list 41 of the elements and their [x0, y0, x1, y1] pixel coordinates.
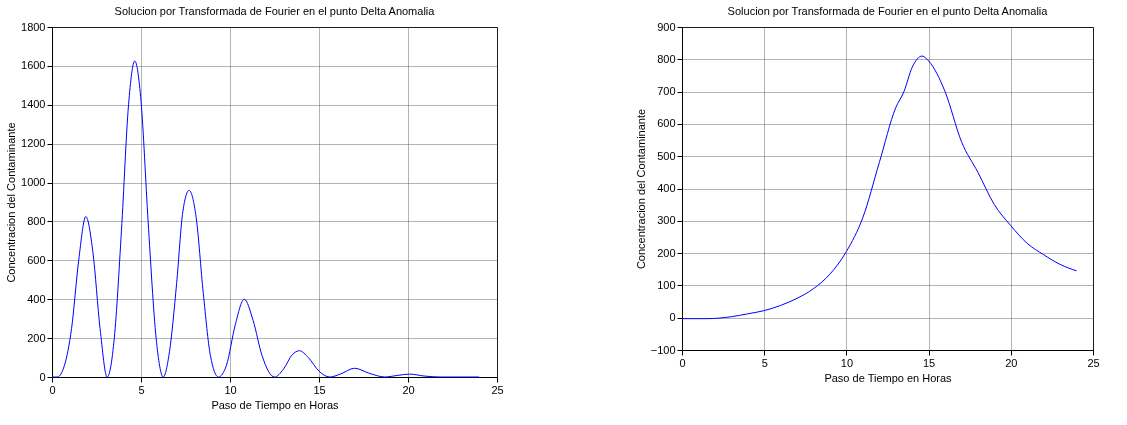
x-tick-label: 10: [224, 383, 237, 396]
x-tick-label: 15: [922, 356, 936, 369]
line-series: [681, 55, 1078, 320]
y-tick-label: 0: [39, 370, 46, 383]
y-tick-label: 100: [657, 278, 676, 291]
y-tick-label: 600: [657, 117, 676, 130]
y-axis-title: Concentracion del Contaminante: [5, 122, 18, 283]
x-tick-label: 20: [402, 383, 415, 396]
y-tick-label: 200: [27, 331, 46, 344]
y-tick-label: 200: [657, 246, 676, 259]
x-tick-label: 15: [313, 383, 326, 396]
x-tick-label: 20: [1005, 356, 1018, 369]
x-tick-label: 10: [840, 356, 854, 369]
y-tick-label: 0: [669, 311, 676, 324]
x-tick-label: 5: [761, 356, 768, 369]
x-tick-label: 25: [1087, 356, 1100, 369]
y-tick-label: 400: [27, 292, 46, 305]
y-tick-label: 400: [657, 182, 676, 194]
x-tick-label: 0: [49, 383, 56, 396]
y-tick-label: 900: [657, 20, 676, 33]
y-axis-title: Concentracion del Contaminante: [634, 108, 647, 270]
x-tick-label: 0: [679, 356, 686, 369]
x-tick-label: 5: [138, 383, 145, 396]
y-tick-label: 700: [657, 85, 676, 98]
line-series: [51, 60, 480, 378]
y-tick-label: 1400: [21, 98, 46, 111]
y-tick-label: 1800: [21, 20, 46, 33]
y-tick-label: 800: [27, 214, 46, 227]
y-tick-label: 1600: [21, 59, 46, 72]
y-tick-label: 500: [657, 149, 676, 162]
x-tick-label: 25: [491, 383, 504, 396]
chart-title: Solucion por Transformada de Fourier en el punto Delta Anomalia: [114, 5, 436, 17]
x-axis-title: Paso de Tiempo en Horas: [824, 371, 953, 384]
y-tick-label: 300: [657, 214, 676, 227]
y-tick-label: −100: [650, 343, 676, 356]
y-tick-label: 1200: [21, 137, 46, 150]
y-tick-label: 1000: [21, 176, 46, 189]
x-axis-title: Paso de Tiempo en Horas: [211, 398, 340, 411]
y-tick-label: 800: [657, 52, 676, 65]
y-tick-label: 600: [27, 253, 46, 266]
chart-title: Solucion por Transformada de Fourier en el punto Delta Anomalia: [727, 5, 1049, 17]
